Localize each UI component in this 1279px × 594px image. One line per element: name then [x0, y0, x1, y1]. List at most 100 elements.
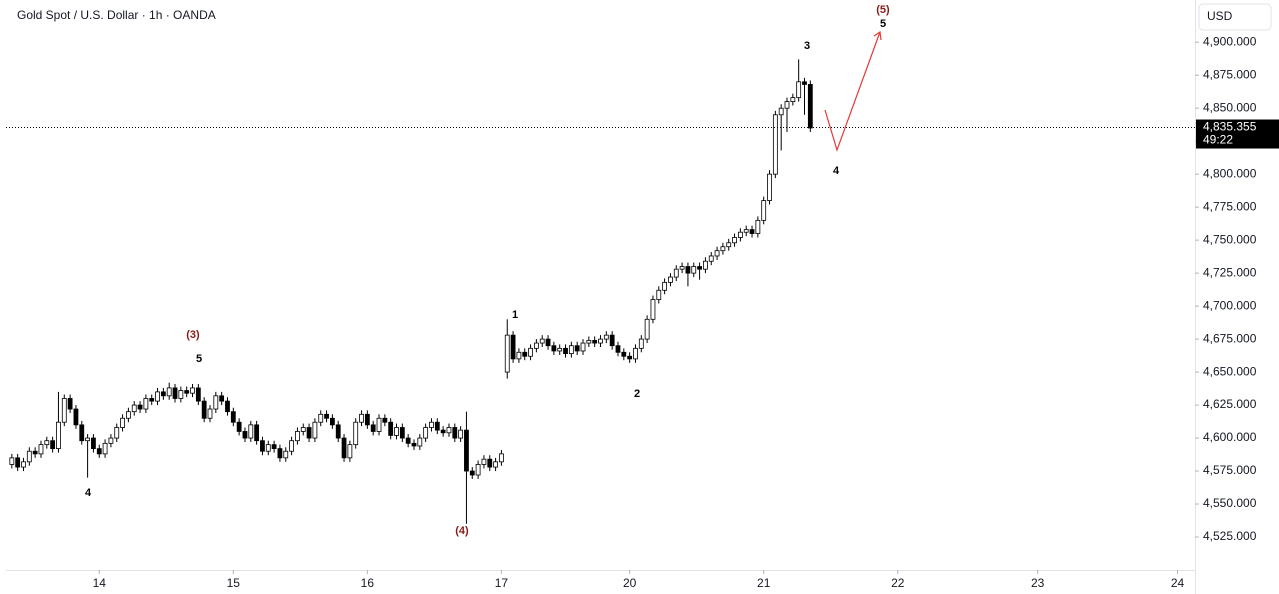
candle-body — [539, 338, 545, 344]
candle-body — [271, 444, 277, 450]
candle-body — [563, 347, 568, 355]
candle-body — [195, 387, 201, 402]
candle-body — [260, 440, 265, 452]
candle-body — [219, 395, 225, 402]
y-tick-label: 4,600.000 — [1203, 430, 1257, 444]
candle-body — [50, 440, 56, 450]
candle-body — [382, 417, 388, 423]
candle-body — [464, 429, 469, 472]
candle-body — [353, 421, 359, 446]
last-price-tag — [1196, 119, 1279, 149]
candle-body — [545, 338, 551, 347]
candle-body — [114, 427, 120, 439]
candle-body — [108, 437, 114, 444]
candle-body — [574, 345, 580, 352]
candle-body — [120, 417, 125, 428]
candle-body — [802, 81, 807, 85]
y-tick-label: 4,650.000 — [1203, 364, 1257, 378]
candle-body — [254, 424, 260, 442]
wave-label: 4 — [833, 165, 840, 177]
candle-body — [347, 444, 353, 459]
wave-label: (3) — [186, 329, 200, 341]
candle-body — [160, 391, 166, 397]
x-tick-label: 15 — [227, 576, 241, 590]
candle-body — [376, 417, 382, 432]
wave-label: (5) — [876, 4, 890, 16]
candle-body — [726, 242, 732, 248]
y-tick-label: 4,575.000 — [1203, 463, 1257, 477]
countdown: 49:22 — [1203, 133, 1233, 147]
candle-body — [96, 448, 102, 455]
candle-body — [102, 442, 108, 455]
candle-body — [697, 266, 702, 270]
candle-body — [236, 421, 242, 432]
candle-body — [32, 450, 38, 455]
currency[interactable]: USD — [1207, 9, 1233, 23]
candle-body — [487, 458, 493, 468]
candle-body — [364, 413, 370, 426]
candle-body — [213, 395, 219, 410]
candle-body — [644, 318, 650, 340]
candle-body — [295, 431, 300, 442]
candle-body — [533, 342, 539, 349]
candle-body — [510, 334, 516, 360]
candle-body — [306, 427, 312, 439]
candle-body — [417, 437, 423, 447]
candle-body — [784, 101, 790, 109]
candle-body — [679, 266, 685, 270]
wave-label: (4) — [455, 525, 469, 537]
x-tick-label: 16 — [361, 576, 375, 590]
candle-body — [714, 250, 720, 257]
y-tick-label: 4,875.000 — [1203, 67, 1257, 81]
candle-body — [522, 351, 528, 357]
y-tick-label: 4,775.000 — [1203, 199, 1257, 213]
candle-body — [242, 431, 248, 439]
candle-body — [633, 347, 638, 360]
y-tick-label: 4,550.000 — [1203, 496, 1257, 510]
candle-body — [778, 107, 784, 116]
candle-body — [44, 440, 50, 446]
candle-body — [125, 411, 131, 419]
candle-body — [732, 237, 737, 244]
candle-body — [586, 340, 592, 344]
x-tick-label: 20 — [623, 576, 637, 590]
candle-body — [312, 421, 318, 439]
candle-body — [423, 427, 429, 439]
candle-body — [207, 408, 213, 419]
candle-body — [15, 457, 21, 468]
candle-body — [335, 424, 341, 439]
candle-body — [767, 173, 772, 201]
candle-body — [592, 340, 598, 344]
chart-title: Gold Spot / U.S. Dollar · 1h · OANDA — [17, 8, 216, 22]
candle-body — [225, 400, 230, 413]
candle-body — [481, 458, 487, 465]
candle-body — [300, 427, 306, 432]
candle-body — [790, 97, 796, 102]
candle-body — [807, 84, 813, 129]
candle-body — [359, 413, 364, 423]
candle-body — [190, 387, 195, 394]
currency-button[interactable] — [1198, 3, 1272, 31]
candle-body — [743, 229, 749, 233]
candle-body — [178, 390, 184, 399]
y-tick-label: 4,900.000 — [1203, 34, 1257, 48]
candle-body — [324, 413, 329, 419]
candle-body — [755, 219, 761, 234]
candle-body — [668, 276, 673, 283]
y-tick-label: 4,800.000 — [1203, 166, 1257, 180]
candle-body — [609, 334, 615, 347]
candle-body — [440, 429, 446, 434]
candle-body — [469, 470, 475, 476]
candle-body — [516, 351, 522, 360]
candle-body — [691, 266, 697, 274]
x-tick-label: 17 — [495, 576, 509, 590]
candle-body — [201, 400, 207, 419]
candle-body — [67, 398, 73, 410]
x-tick-label: 23 — [1031, 576, 1045, 590]
candle-body — [370, 424, 376, 432]
candle-body — [131, 404, 137, 413]
projection-arrow — [824, 30, 882, 152]
candle-body — [557, 347, 563, 352]
x-tick-label: 21 — [757, 576, 771, 590]
